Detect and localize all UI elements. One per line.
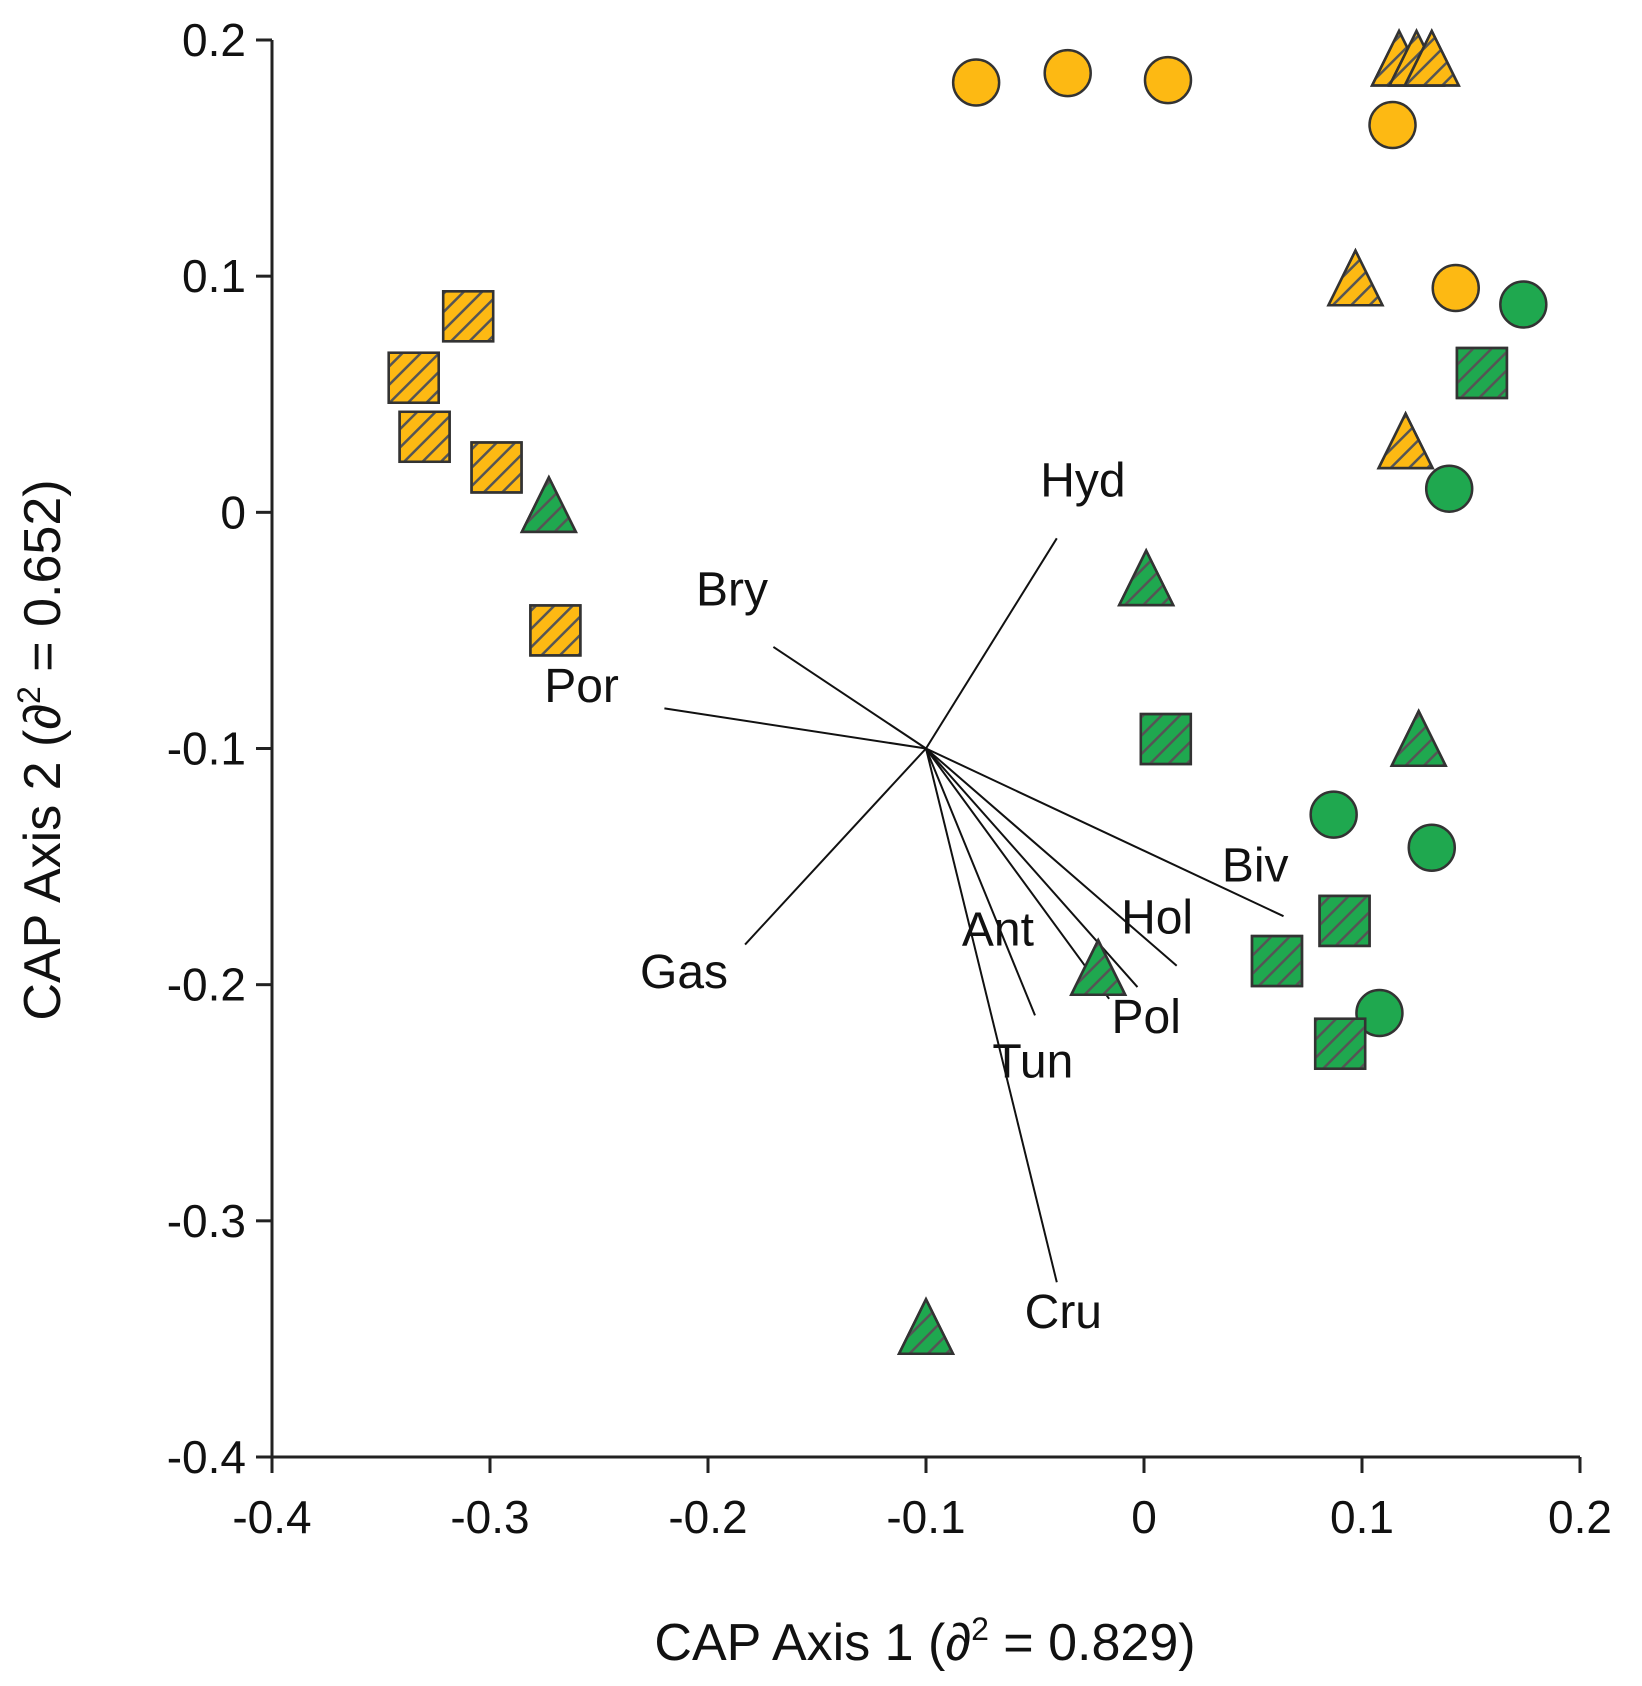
- yellow-circle-marker: [1431, 263, 1480, 313]
- vector-label-pol: Pol: [1111, 991, 1180, 1044]
- yellow-circle-marker: [951, 58, 1001, 107]
- green-triangle-hatch: [519, 474, 578, 534]
- vector-bry: [772, 646, 927, 750]
- yellow-circle-marker: [1143, 55, 1193, 105]
- green-square-hatch: [1455, 346, 1509, 400]
- y-tick-label: 0.2: [182, 14, 246, 66]
- vector-label-gas: Gas: [640, 946, 728, 999]
- green-circle-marker: [1309, 790, 1358, 839]
- x-tick-label: 0: [1131, 1491, 1157, 1543]
- yellow-triangle-hatch: [1326, 247, 1385, 307]
- yellow-triangle-hatch: [1402, 28, 1461, 87]
- yellow-square-hatch: [387, 351, 440, 404]
- green-triangle-hatch: [896, 1296, 956, 1356]
- yellow-square-hatch: [529, 604, 582, 657]
- x-tick-label: -0.1: [886, 1491, 965, 1543]
- vector-por: [664, 707, 927, 750]
- yellow-square-hatch: [398, 410, 451, 464]
- y-axis-title: CAP Axis 2 (∂2 = 0.652): [11, 479, 72, 1020]
- y-tick-label: 0: [220, 486, 246, 538]
- data-points: [387, 28, 1548, 1356]
- y-tick-label: -0.2: [167, 959, 246, 1011]
- vector-label-por: Por: [544, 660, 619, 713]
- green-square-hatch: [1318, 894, 1371, 948]
- vector-label-cru: Cru: [1025, 1286, 1102, 1339]
- vector-label-tun: Tun: [992, 1036, 1073, 1089]
- x-tick-label: -0.3: [450, 1491, 529, 1543]
- x-tick-label: 0.1: [1330, 1491, 1394, 1543]
- species-vectors: Hyd Bry Por Gas Biv Hol Ant Pol Tun Cru: [544, 455, 1288, 1339]
- axis-titles: CAP Axis 1 (∂2 = 0.829) CAP Axis 2 (∂2 =…: [11, 479, 1196, 1672]
- green-circle-marker: [1424, 464, 1474, 513]
- x-tick-label: -0.2: [668, 1491, 747, 1543]
- yellow-square-hatch: [470, 441, 523, 494]
- y-tick-label: 0.1: [182, 250, 246, 302]
- yellow-square-hatch: [441, 290, 495, 343]
- axes: 0.2 0.1 0 -0.1 -0.2 -0.3 -0.4 -0.4 -0.3 -0.2 -0.1 0…: [167, 14, 1612, 1543]
- green-triangle-hatch: [1069, 937, 1128, 997]
- vector-label-biv: Biv: [1222, 840, 1289, 893]
- green-square-hatch: [1313, 1017, 1367, 1070]
- vector-label-hyd: Hyd: [1040, 455, 1125, 508]
- x-tick-label: 0.2: [1548, 1491, 1612, 1543]
- vector-hol: [925, 747, 1178, 967]
- y-tick-label: -0.3: [167, 1195, 246, 1247]
- vector-gas: [744, 747, 927, 946]
- x-tick-label: -0.4: [232, 1491, 311, 1543]
- green-circle-marker: [1407, 823, 1457, 872]
- green-circle-marker: [1499, 280, 1548, 329]
- vector-biv: [925, 747, 1284, 918]
- green-square-hatch: [1250, 934, 1304, 988]
- green-triangle-hatch: [1389, 708, 1448, 767]
- green-square-hatch: [1139, 712, 1193, 766]
- yellow-triangle-hatch: [1376, 410, 1435, 470]
- green-triangle-hatch: [1117, 547, 1176, 607]
- yellow-circle-marker: [1368, 100, 1417, 150]
- green-circle-marker: [1355, 988, 1404, 1038]
- vector-pol: [925, 747, 1110, 1000]
- vector-hyd: [925, 537, 1058, 750]
- y-tick-label: -0.1: [167, 723, 246, 775]
- vector-label-bry: Bry: [696, 563, 768, 616]
- yellow-circle-marker: [1043, 48, 1092, 98]
- vector-label-ant: Ant: [962, 903, 1034, 956]
- x-axis-title: CAP Axis 1 (∂2 = 0.829): [654, 1611, 1195, 1672]
- y-tick-label: -0.4: [167, 1431, 246, 1483]
- vector-tun: [925, 748, 1036, 1016]
- vector-label-hol: Hol: [1121, 892, 1193, 945]
- vector-cru: [925, 748, 1058, 1283]
